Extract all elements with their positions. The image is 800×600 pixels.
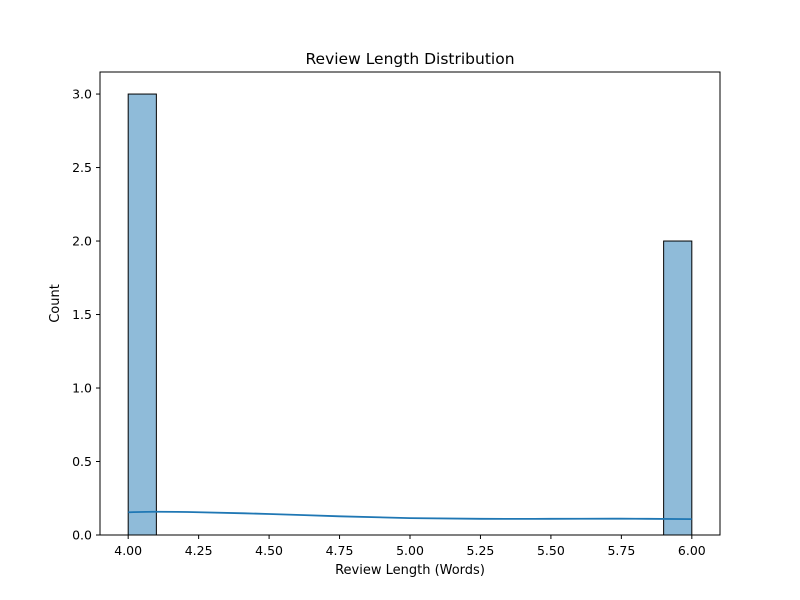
x-tick-label: 4.50 — [255, 543, 283, 558]
y-tick-label: 1.5 — [72, 307, 92, 322]
y-tick-label: 0.5 — [72, 454, 92, 469]
histogram-bar-19 — [663, 240, 693, 536]
x-tick-label: 4.75 — [326, 543, 354, 558]
x-axis-label: Review Length (Words) — [335, 563, 485, 578]
y-tick-label: 3.0 — [72, 87, 92, 102]
x-tick-label: 4.25 — [185, 543, 213, 558]
x-tick-label: 5.75 — [607, 543, 635, 558]
histogram-bars — [127, 93, 693, 536]
x-axis-ticks: 4.00 4.25 4.50 4.75 5.00 5.25 5.50 5.75 6.00 — [114, 535, 706, 558]
kde-curve — [128, 510, 692, 521]
y-tick-label: 1.0 — [72, 381, 92, 396]
y-axis-ticks: 0.0 0.5 1.0 1.5 2.0 2.5 3.0 — [72, 87, 100, 543]
x-tick-label: 4.00 — [114, 543, 142, 558]
histogram-bar-0 — [127, 93, 157, 536]
kde-curve-layer — [128, 510, 692, 521]
x-tick-label: 6.00 — [678, 543, 706, 558]
y-tick-label: 2.5 — [72, 160, 92, 175]
x-tick-label: 5.25 — [467, 543, 495, 558]
chart-title: Review Length Distribution — [305, 50, 514, 68]
y-axis-label: Count — [48, 284, 63, 323]
x-tick-label: 5.00 — [396, 543, 424, 558]
x-tick-label: 5.50 — [537, 543, 565, 558]
y-tick-label: 0.0 — [72, 528, 92, 543]
y-tick-label: 2.0 — [72, 234, 92, 249]
plot-frame — [99, 71, 721, 536]
